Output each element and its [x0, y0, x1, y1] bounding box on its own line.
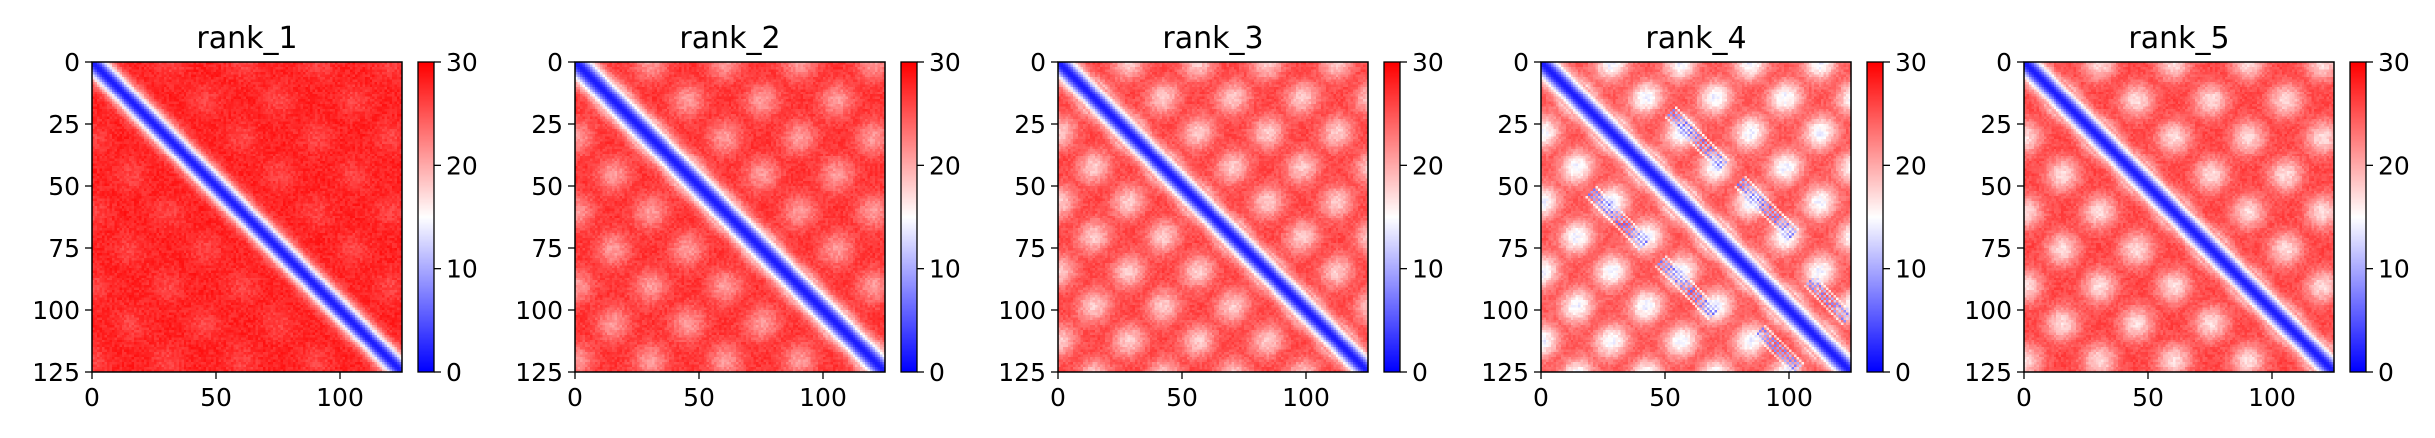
colorbar-tick-label: 0: [2378, 358, 2394, 387]
y-tick-label: 100: [1964, 296, 2012, 325]
y-tick-label: 125: [32, 358, 80, 387]
plot-frame: [574, 61, 886, 373]
colorbar-tick-label: 0: [1412, 358, 1428, 387]
x-tick-label: 0: [2016, 383, 2032, 412]
colorbar-tick-label: 10: [446, 255, 478, 284]
colorbar-tick-label: 20: [2378, 151, 2410, 180]
panel-title: rank_2: [679, 21, 780, 56]
colorbar-tick-label: 20: [446, 151, 478, 180]
x-tick-label: 100: [2248, 383, 2296, 412]
y-tick-label: 75: [1014, 234, 1046, 263]
colorbar: [1384, 62, 1400, 372]
y-tick-label: 100: [515, 296, 563, 325]
heatmap-image: [575, 62, 885, 372]
y-tick-label: 0: [547, 48, 563, 77]
colorbar-tick-label: 30: [1895, 48, 1927, 77]
plot-frame: [1540, 61, 1852, 373]
y-tick-label: 75: [531, 234, 563, 263]
y-tick-label: 100: [998, 296, 1046, 325]
colorbar-tick-label: 30: [1412, 48, 1444, 77]
panel-title: rank_3: [1162, 21, 1263, 56]
colorbar-tick-label: 0: [929, 358, 945, 387]
x-tick-label: 0: [567, 383, 583, 412]
colorbar: [418, 62, 434, 372]
colorbar-tick-label: 30: [446, 48, 478, 77]
colorbar: [901, 62, 917, 372]
plot-frame: [1057, 61, 1369, 373]
colorbar-frame: [1383, 61, 1401, 373]
y-tick-label: 50: [1497, 172, 1529, 201]
y-tick-label: 75: [1980, 234, 2012, 263]
x-tick-label: 0: [84, 383, 100, 412]
y-tick-label: 50: [48, 172, 80, 201]
colorbar-frame: [1866, 61, 1884, 373]
y-tick-label: 25: [1980, 110, 2012, 139]
y-tick-label: 75: [1497, 234, 1529, 263]
y-tick-label: 125: [998, 358, 1046, 387]
y-tick-label: 125: [515, 358, 563, 387]
x-tick-label: 0: [1533, 383, 1549, 412]
colorbar-frame: [417, 61, 435, 373]
colorbar-tick-label: 10: [1895, 255, 1927, 284]
heatmap-image: [1541, 62, 1851, 372]
x-tick-label: 50: [200, 383, 232, 412]
x-tick-label: 100: [1282, 383, 1330, 412]
y-tick-label: 50: [1014, 172, 1046, 201]
colorbar-frame: [2349, 61, 2367, 373]
plot-frame: [91, 61, 403, 373]
plot-frame: [2023, 61, 2335, 373]
y-tick-label: 25: [48, 110, 80, 139]
x-tick-label: 100: [1765, 383, 1813, 412]
heatmap-image: [1058, 62, 1368, 372]
x-tick-label: 50: [1166, 383, 1198, 412]
colorbar: [1867, 62, 1883, 372]
x-tick-label: 50: [2132, 383, 2164, 412]
x-tick-label: 50: [1649, 383, 1681, 412]
y-tick-label: 0: [64, 48, 80, 77]
x-tick-label: 0: [1050, 383, 1066, 412]
y-tick-label: 100: [32, 296, 80, 325]
heatmap-image: [92, 62, 402, 372]
x-tick-label: 100: [316, 383, 364, 412]
colorbar-tick-label: 10: [2378, 255, 2410, 284]
colorbar: [2350, 62, 2366, 372]
heatmap-image: [2024, 62, 2334, 372]
colorbar-tick-label: 0: [446, 358, 462, 387]
y-tick-label: 25: [531, 110, 563, 139]
y-tick-label: 50: [531, 172, 563, 201]
y-tick-label: 0: [1513, 48, 1529, 77]
y-tick-label: 125: [1481, 358, 1529, 387]
panel-title: rank_1: [196, 21, 297, 56]
y-tick-label: 0: [1030, 48, 1046, 77]
colorbar-tick-label: 20: [1895, 151, 1927, 180]
y-tick-label: 50: [1980, 172, 2012, 201]
panel-title: rank_4: [1645, 21, 1746, 56]
y-tick-label: 25: [1497, 110, 1529, 139]
y-tick-label: 25: [1014, 110, 1046, 139]
colorbar-tick-label: 10: [1412, 255, 1444, 284]
y-tick-label: 75: [48, 234, 80, 263]
colorbar-tick-label: 30: [929, 48, 961, 77]
colorbar-tick-label: 30: [2378, 48, 2410, 77]
colorbar-tick-label: 20: [1412, 151, 1444, 180]
x-tick-label: 100: [799, 383, 847, 412]
panel-title: rank_5: [2128, 21, 2229, 56]
colorbar-frame: [900, 61, 918, 373]
colorbar-tick-label: 0: [1895, 358, 1911, 387]
colorbar-tick-label: 10: [929, 255, 961, 284]
x-tick-label: 50: [683, 383, 715, 412]
y-tick-label: 100: [1481, 296, 1529, 325]
y-tick-label: 125: [1964, 358, 2012, 387]
colorbar-tick-label: 20: [929, 151, 961, 180]
y-tick-label: 0: [1996, 48, 2012, 77]
